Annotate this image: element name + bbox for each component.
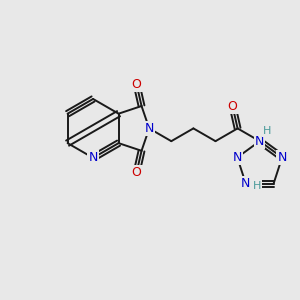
Text: N: N bbox=[241, 177, 250, 190]
Text: N: N bbox=[232, 151, 242, 164]
Text: N: N bbox=[145, 122, 154, 135]
Text: N: N bbox=[88, 152, 98, 164]
Text: N: N bbox=[278, 151, 287, 164]
Text: N: N bbox=[255, 135, 264, 148]
Text: H: H bbox=[263, 126, 272, 136]
Text: O: O bbox=[132, 166, 142, 179]
Text: O: O bbox=[228, 100, 238, 113]
Text: O: O bbox=[132, 78, 142, 91]
Text: H: H bbox=[253, 181, 261, 191]
